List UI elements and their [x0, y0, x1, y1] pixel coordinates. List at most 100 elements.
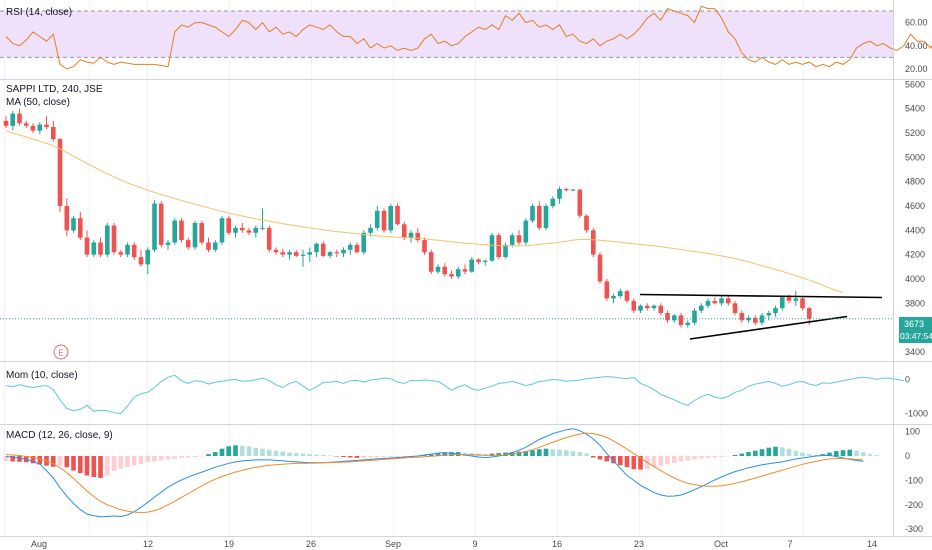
candle-body: [786, 297, 792, 301]
time-axis-label: Oct: [714, 539, 729, 549]
candle-body: [415, 232, 420, 241]
candle-body: [651, 305, 657, 309]
candle-body: [638, 305, 643, 311]
candle-body: [246, 230, 252, 233]
rsi-pane[interactable]: RSI (14, close) 20.00 40.00 60.00: [0, 5, 932, 74]
macd-histogram-bar: [699, 456, 704, 459]
candle-body: [685, 322, 691, 326]
candle-body: [570, 189, 576, 191]
candle-body: [212, 242, 218, 250]
candle-body: [739, 313, 745, 321]
macd-histogram-bar: [219, 448, 225, 456]
candle-body: [611, 296, 616, 299]
candle-body: [347, 244, 353, 250]
macd-histogram-bar: [786, 448, 792, 456]
momentum-axis: 0 -1000: [905, 374, 928, 418]
axis-tick-label: 40.00: [905, 41, 928, 51]
trendline-upper[interactable]: [639, 293, 883, 299]
macd-histogram-bar: [834, 451, 839, 456]
macd-histogram-bar: [401, 456, 407, 457]
macd-histogram-bar: [861, 452, 866, 456]
candle-body: [442, 266, 447, 275]
candle-body: [476, 259, 481, 262]
macd-histogram-bar: [260, 448, 265, 456]
candle-body: [185, 240, 191, 248]
macd-histogram-bar: [395, 456, 400, 457]
time-axis-label: 23: [634, 539, 644, 549]
candle-body: [219, 218, 225, 243]
candle-body: [111, 225, 117, 253]
bar-countdown: 03:47:54: [900, 331, 932, 341]
macd-histogram-bar: [550, 449, 556, 456]
macd-histogram-bar: [496, 453, 501, 456]
macd-histogram-bar: [138, 456, 144, 464]
earnings-marker-label: E: [58, 349, 63, 358]
candle-body: [395, 206, 400, 225]
candle-body: [280, 252, 285, 255]
candle-body: [273, 249, 279, 253]
candle-body: [699, 305, 704, 311]
macd-histogram-bar: [280, 451, 285, 456]
axis-tick-label: 4600: [905, 201, 925, 211]
macd-histogram-bar: [874, 455, 880, 456]
macd-histogram-bar: [800, 452, 805, 456]
macd-histogram-bar: [199, 456, 204, 457]
candle-body: [564, 189, 569, 191]
candle-body: [435, 266, 441, 272]
candle-body: [597, 254, 603, 282]
time-axis-label: 7: [787, 539, 792, 549]
candle-body: [138, 257, 144, 265]
candle-body: [361, 232, 366, 253]
macd-histogram-bar: [773, 446, 778, 457]
macd-histogram-bar: [287, 452, 292, 456]
macd-histogram-bar: [759, 449, 765, 456]
macd-histogram-bar: [192, 456, 198, 457]
axis-tick-label: 5000: [905, 152, 925, 162]
candle-body: [233, 227, 238, 233]
candle-body: [678, 315, 684, 326]
macd-histogram-bar: [152, 456, 157, 462]
macd-histogram-bar: [78, 456, 83, 474]
macd-histogram-bar: [98, 456, 103, 478]
macd-histogram-bar: [827, 452, 832, 456]
candle-body: [503, 244, 508, 258]
candle-body: [658, 305, 664, 313]
candle-body: [152, 203, 157, 250]
candle-body: [712, 300, 718, 304]
macd-histogram-bar: [840, 450, 846, 456]
candle-body: [239, 227, 245, 231]
time-axis-label: 26: [306, 539, 316, 549]
macd-histogram-bar: [84, 456, 90, 476]
macd-histogram-bar: [3, 456, 9, 461]
price-pane[interactable]: SAPPI LTD, 240, JSE MA (50, close) E 340…: [0, 79, 932, 360]
trendline-lower[interactable]: [689, 315, 848, 340]
candle-body: [118, 252, 124, 255]
macd-histogram-bar: [320, 455, 326, 456]
macd-histogram-bar: [17, 456, 22, 462]
macd-histogram-bar: [732, 455, 738, 456]
candle-body: [408, 232, 414, 238]
candle-body: [253, 227, 258, 233]
candle-body: [509, 235, 515, 245]
time-axis[interactable]: Aug 12 19 26 Sep 9 16 23 Oct 7 14: [31, 539, 877, 549]
candle-body: [206, 242, 211, 250]
candle-body: [287, 252, 292, 255]
candle-body: [37, 124, 43, 131]
macd-histogram-bar: [253, 447, 258, 456]
axis-tick-label: 5200: [905, 128, 925, 138]
macd-histogram-bar: [118, 456, 124, 469]
macd-histogram-bar: [753, 450, 758, 457]
last-price-tag: [899, 317, 932, 343]
macd-histogram-bar: [105, 456, 110, 476]
macd-pane[interactable]: MACD (12, 26, close, 9) 100 0 -100 -200 -300: [3, 427, 923, 534]
macd-histogram-bar: [10, 456, 15, 462]
candle-body: [388, 206, 393, 231]
candle-body: [17, 113, 22, 124]
macd-histogram-bar: [530, 450, 535, 456]
axis-tick-label: 0: [905, 451, 910, 461]
momentum-pane[interactable]: Mom (10, close) 0 -1000: [5, 370, 928, 419]
axis-tick-label: 5600: [905, 79, 925, 89]
macd-histogram-bar: [442, 452, 447, 456]
earnings-marker[interactable]: [53, 344, 69, 360]
